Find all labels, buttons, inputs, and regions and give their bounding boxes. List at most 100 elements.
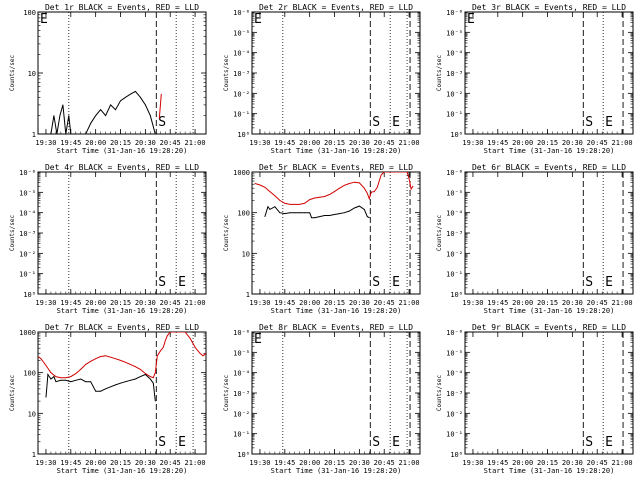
x-tick-label: 21:00 [185, 299, 206, 307]
y-tick-label: 10⁻⁶ [233, 329, 250, 337]
data-point [154, 133, 156, 134]
data-point [284, 202, 286, 204]
data-point [105, 388, 106, 390]
marker-label-s: S [158, 115, 166, 130]
x-tick-label: 19:45 [274, 139, 295, 147]
data-point [140, 369, 141, 370]
data-point [140, 96, 141, 98]
y-axis-label: Counts/sec [436, 375, 443, 412]
data-point [254, 183, 256, 184]
data-point [344, 184, 345, 186]
data-point [75, 373, 77, 374]
y-tick-label: 100 [23, 9, 36, 17]
marker-label-e: E [392, 435, 400, 450]
plot-frame [37, 11, 207, 135]
data-point [269, 191, 271, 193]
data-point [396, 172, 398, 173]
x-tick-label: 19:30 [249, 459, 270, 467]
data-point [120, 360, 121, 361]
data-point [378, 180, 380, 182]
data-point [373, 191, 375, 193]
data-point [68, 115, 70, 116]
data-point [135, 366, 136, 368]
y-tick-label: 1 [32, 131, 36, 139]
marker-label-e: E [605, 115, 613, 130]
y-tick-label: 10⁰ [237, 131, 250, 139]
y-axis-label: Counts/sec [223, 215, 230, 252]
x-tick-label: 20:30 [349, 299, 370, 307]
data-point [152, 382, 154, 384]
x-tick-label: 19:30 [462, 299, 483, 307]
data-point [160, 93, 162, 95]
y-tick-label: 10⁰ [450, 291, 463, 299]
data-point [289, 204, 291, 205]
x-tick-label: 19:30 [462, 139, 483, 147]
data-point [53, 115, 55, 116]
x-tick-label: 21:00 [399, 299, 420, 307]
y-tick-label: 10⁰ [450, 451, 463, 459]
data-point [70, 381, 72, 383]
x-tick-label: 19:45 [274, 299, 295, 307]
y-tick-label: 10⁻¹ [446, 111, 463, 119]
data-point [180, 332, 182, 333]
data-point [289, 212, 291, 214]
y-tick-label: 10⁻⁴ [446, 210, 463, 218]
data-point [363, 209, 365, 210]
panel-title: Det 2r BLACK = Events, RED = LLD [259, 3, 413, 12]
x-tick-label: 21:00 [399, 459, 420, 467]
x-tick-label: 19:45 [274, 459, 295, 467]
y-tick-label: 10⁻⁶ [446, 9, 463, 17]
y-tick-label: 10⁻¹ [19, 271, 36, 279]
data-point [149, 115, 151, 116]
x-tick-label: 20:15 [324, 459, 345, 467]
data-point [339, 213, 340, 215]
x-axis-label: Start Time (31-Jan-16 19:28:20) [484, 147, 615, 155]
data-point [366, 192, 368, 194]
data-point [359, 205, 360, 207]
marker-label-s: S [585, 275, 593, 290]
data-point [145, 374, 146, 375]
data-point [349, 210, 350, 212]
data-point [120, 100, 121, 102]
y-tick-label: 10⁻³ [446, 70, 463, 78]
x-axis-label: Start Time (31-Jan-16 19:28:20) [57, 307, 188, 315]
data-point [152, 377, 154, 379]
y-tick-label: 10⁻¹ [446, 431, 463, 439]
data-point [294, 204, 296, 205]
data-point [401, 172, 403, 173]
panel-title: Det 4r BLACK = Events, RED = LLD [45, 163, 199, 172]
x-axis-label: Start Time (31-Jan-16 19:28:20) [271, 467, 402, 475]
data-point [65, 133, 67, 134]
data-point [279, 212, 281, 214]
data-point [62, 104, 64, 106]
data-point [47, 374, 49, 375]
y-tick-label: 10⁻¹ [446, 271, 463, 279]
data-point [90, 360, 92, 362]
data-point [391, 172, 393, 173]
x-tick-label: 20:15 [537, 139, 558, 147]
data-point [145, 104, 146, 106]
data-point [156, 355, 158, 357]
x-tick-label: 20:30 [135, 139, 156, 147]
data-point [412, 185, 414, 187]
x-tick-label: 19:30 [249, 299, 270, 307]
x-tick-label: 19:45 [60, 459, 81, 467]
marker-label-e: E [392, 275, 400, 290]
x-tick-label: 20:45 [374, 459, 395, 467]
data-point [339, 187, 340, 189]
y-tick-label: 10⁻⁴ [233, 370, 250, 378]
y-tick-label: 1 [246, 291, 250, 299]
data-point [55, 381, 57, 383]
y-tick-label: 10⁻⁵ [446, 189, 463, 197]
panel-title: Det 7r BLACK = Events, RED = LLD [45, 323, 199, 332]
y-tick-label: 10⁻⁵ [233, 349, 250, 357]
data-point [274, 206, 276, 208]
data-point [172, 332, 174, 333]
data-point [59, 115, 61, 116]
y-tick-label: 10⁻² [233, 410, 250, 418]
panel-title: Det 3r BLACK = Events, RED = LLD [472, 3, 626, 12]
x-tick-label: 20:45 [374, 299, 395, 307]
marker-label-s: S [372, 115, 380, 130]
data-point [269, 209, 271, 210]
